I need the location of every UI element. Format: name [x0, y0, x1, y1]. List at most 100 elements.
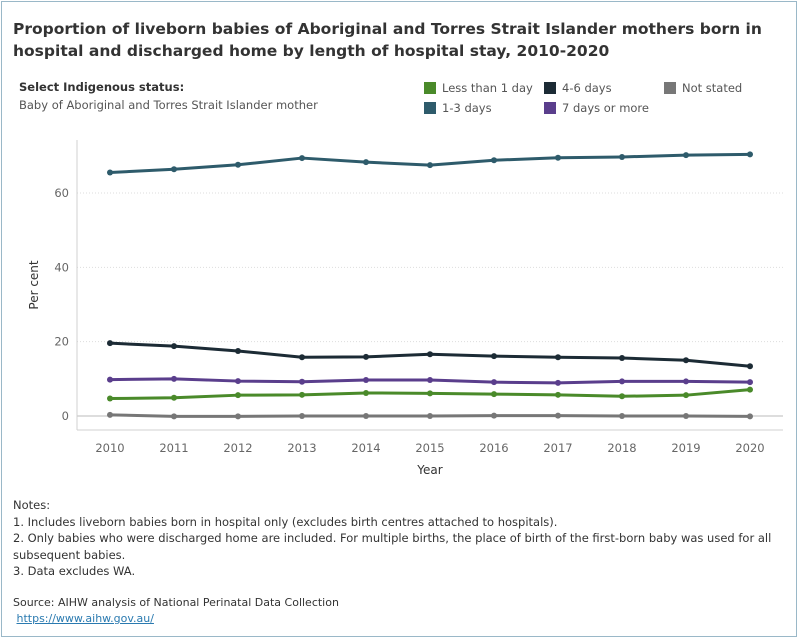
- legend-item-1-3-days[interactable]: 1-3 days: [424, 101, 492, 115]
- data-point-1-3-days[interactable]: [363, 159, 369, 166]
- legend-swatch: [424, 102, 436, 114]
- data-point-not-stated[interactable]: [619, 413, 625, 419]
- data-point-less-than-1-day[interactable]: [171, 394, 177, 401]
- data-point-7-days-or-more[interactable]: [171, 375, 177, 382]
- data-point-7-days-or-more[interactable]: [235, 378, 241, 385]
- legend-swatch: [424, 82, 436, 94]
- x-tick-label: 2014: [351, 441, 380, 455]
- x-tick-label: 2018: [607, 441, 636, 455]
- legend-item-7-days-or-more[interactable]: 7 days or more: [544, 101, 649, 115]
- data-point-1-3-days[interactable]: [299, 155, 305, 162]
- x-tick-label: 2020: [735, 441, 764, 455]
- data-point-1-3-days[interactable]: [491, 157, 497, 164]
- x-tick-label: 2011: [159, 441, 188, 455]
- data-point-less-than-1-day[interactable]: [235, 392, 241, 399]
- data-point-4-6-days[interactable]: [555, 354, 561, 361]
- y-tick-label: 40: [54, 260, 69, 274]
- data-point-not-stated[interactable]: [235, 413, 241, 420]
- data-point-4-6-days[interactable]: [747, 363, 753, 370]
- data-point-7-days-or-more[interactable]: [363, 376, 369, 383]
- legend-label: 1-3 days: [442, 101, 492, 115]
- data-point-not-stated[interactable]: [299, 413, 305, 419]
- x-tick-label: 2019: [671, 441, 700, 455]
- x-tick-label: 2012: [223, 441, 252, 455]
- source: Source: AIHW analysis of National Perina…: [13, 595, 339, 627]
- legend-item-less-than-1-day[interactable]: Less than 1 day: [424, 81, 533, 95]
- legend-label: Not stated: [682, 81, 743, 95]
- data-point-not-stated[interactable]: [427, 413, 433, 419]
- x-tick-label: 2017: [543, 441, 572, 455]
- data-point-not-stated[interactable]: [683, 413, 689, 419]
- data-point-not-stated[interactable]: [747, 413, 753, 420]
- x-axis-title: Year: [416, 463, 442, 477]
- legend-label: Less than 1 day: [442, 81, 533, 95]
- data-point-1-3-days[interactable]: [555, 154, 561, 161]
- data-point-less-than-1-day[interactable]: [363, 389, 369, 396]
- filter-label: Select Indigenous status:: [19, 80, 185, 94]
- source-text: Source: AIHW analysis of National Perina…: [13, 596, 339, 609]
- data-point-less-than-1-day[interactable]: [427, 390, 433, 397]
- data-point-4-6-days[interactable]: [683, 357, 689, 364]
- axes: 0 20 40 60 2010 2011 2012 2013 2014 2015 2016 2017 2…: [54, 140, 783, 455]
- data-point-7-days-or-more[interactable]: [427, 376, 433, 383]
- series-lines: [107, 151, 753, 420]
- data-point-4-6-days[interactable]: [619, 355, 625, 362]
- source-link[interactable]: https://www.aihw.gov.au/: [16, 612, 154, 625]
- data-point-not-stated[interactable]: [171, 413, 177, 420]
- data-point-less-than-1-day[interactable]: [491, 391, 497, 398]
- x-tick-label: 2015: [415, 441, 444, 455]
- data-point-4-6-days[interactable]: [299, 354, 305, 361]
- data-point-4-6-days[interactable]: [107, 340, 113, 347]
- y-tick-label: 0: [62, 409, 69, 423]
- data-point-7-days-or-more[interactable]: [299, 378, 305, 385]
- data-point-1-3-days[interactable]: [235, 161, 241, 168]
- data-point-less-than-1-day[interactable]: [747, 386, 753, 393]
- data-point-4-6-days[interactable]: [427, 351, 433, 358]
- data-point-1-3-days[interactable]: [427, 162, 433, 169]
- x-tick-label: 2016: [479, 441, 508, 455]
- data-point-4-6-days[interactable]: [491, 353, 497, 360]
- data-point-4-6-days[interactable]: [363, 353, 369, 360]
- y-axis-title: Per cent: [27, 260, 41, 310]
- data-point-7-days-or-more[interactable]: [747, 379, 753, 386]
- data-point-1-3-days[interactable]: [107, 169, 113, 176]
- chart-title: Proportion of liveborn babies of Aborigi…: [13, 20, 762, 60]
- data-point-7-days-or-more[interactable]: [107, 376, 113, 383]
- data-point-not-stated[interactable]: [491, 412, 497, 419]
- note-item: 2. Only babies who were discharged home …: [13, 531, 772, 562]
- legend-item-4-6-days[interactable]: 4-6 days: [544, 81, 612, 95]
- note-item: 3. Data excludes WA.: [13, 564, 136, 578]
- y-tick-label: 20: [54, 335, 69, 349]
- data-point-less-than-1-day[interactable]: [683, 392, 689, 399]
- indigenous-status-filter[interactable]: Baby of Aboriginal and Torres Strait Isl…: [19, 98, 318, 112]
- data-point-4-6-days[interactable]: [171, 343, 177, 350]
- y-tick-label: 60: [54, 186, 69, 200]
- data-point-7-days-or-more[interactable]: [683, 378, 689, 385]
- data-point-less-than-1-day[interactable]: [555, 391, 561, 398]
- legend-swatch: [544, 102, 556, 114]
- data-point-7-days-or-more[interactable]: [491, 379, 497, 386]
- data-point-less-than-1-day[interactable]: [299, 391, 305, 398]
- legend-item-not-stated[interactable]: Not stated: [664, 81, 742, 95]
- data-point-1-3-days[interactable]: [619, 153, 625, 160]
- data-point-7-days-or-more[interactable]: [619, 378, 625, 385]
- data-point-less-than-1-day[interactable]: [619, 393, 625, 400]
- legend-swatch: [664, 82, 676, 94]
- note-item: 1. Includes liveborn babies born in hosp…: [13, 514, 558, 529]
- data-point-less-than-1-day[interactable]: [107, 395, 113, 402]
- data-point-7-days-or-more[interactable]: [555, 379, 561, 386]
- data-point-1-3-days[interactable]: [171, 166, 177, 173]
- x-tick-label: 2013: [287, 441, 316, 455]
- data-point-not-stated[interactable]: [555, 412, 561, 419]
- data-point-1-3-days[interactable]: [747, 151, 753, 158]
- legend-label: 4-6 days: [562, 81, 612, 95]
- data-point-not-stated[interactable]: [107, 411, 113, 418]
- notes: Notes: 1. Includes liveborn babies born …: [13, 497, 783, 580]
- data-point-4-6-days[interactable]: [235, 347, 241, 354]
- data-point-not-stated[interactable]: [363, 413, 369, 419]
- notes-heading: Notes:: [13, 498, 51, 512]
- legend-swatch: [544, 82, 556, 94]
- data-point-1-3-days[interactable]: [683, 152, 689, 159]
